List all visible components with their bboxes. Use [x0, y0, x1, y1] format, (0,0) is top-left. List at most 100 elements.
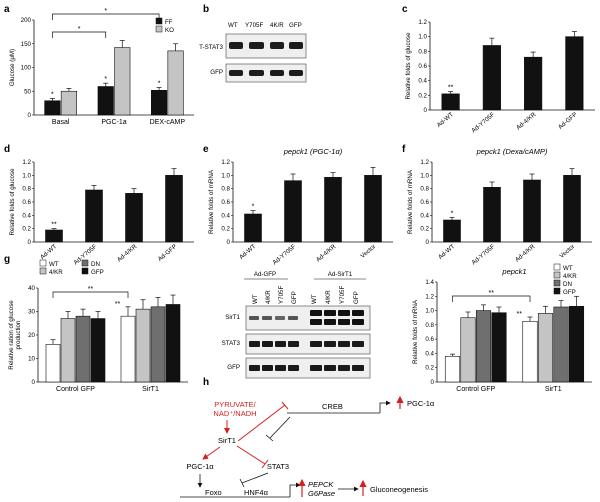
legend-label: WT — [49, 261, 59, 268]
y-tick-label: 40 — [28, 285, 35, 292]
y-tick-label: 1.2 — [221, 159, 230, 166]
x-tick-label: Control GFP — [56, 386, 95, 393]
legend-swatch — [155, 17, 163, 25]
y-tick-label: 0.6 — [221, 199, 230, 206]
significance-star: ** — [489, 290, 495, 297]
y-tick-label: 50 — [24, 88, 31, 95]
y-tick-label: 0.6 — [425, 336, 434, 343]
legend-swatch — [553, 287, 561, 295]
legend-label: 4/KR — [49, 269, 63, 276]
pathway-diagram: PYRUVATE/ NAD⁺/NADH SirT1 PGC-1α STAT3 F… — [180, 395, 435, 498]
blot-band — [289, 70, 303, 76]
gluconeogenesis-node: Gluconeogenesis — [370, 485, 428, 494]
blot-band — [352, 365, 364, 371]
y-tick-label: 1.4 — [425, 279, 434, 286]
blot-band — [249, 316, 259, 320]
bar — [324, 177, 342, 243]
blot-band — [275, 365, 286, 371]
hnf-node: HNF4α — [244, 488, 269, 497]
y-axis-label: Relative folds of glucose — [9, 168, 16, 236]
y-tick-label: 0.4 — [22, 212, 31, 219]
panel-label-g: g — [4, 254, 10, 265]
bar — [443, 219, 461, 243]
y-tick-label: 0.6 — [418, 63, 427, 70]
g6pase-node: G6Pase — [308, 489, 335, 498]
panel-label-c: c — [402, 4, 408, 15]
bar — [90, 318, 106, 383]
blot-g-membrane — [245, 333, 371, 355]
y-tick-label: 30 — [28, 309, 35, 316]
blot-b: WT Y705F 4K/R GFP T-STAT3 GFP — [199, 22, 307, 83]
legend-label: KO — [165, 27, 174, 34]
y-tick-label: 0.2 — [425, 365, 434, 372]
x-tick-label: Ad-WT — [39, 243, 58, 261]
significance-bracket — [452, 295, 531, 302]
y-tick-label: 1.2 — [418, 19, 427, 26]
y-tick-label: 0.4 — [418, 78, 427, 85]
bar — [151, 90, 168, 116]
significance-star: ** — [448, 85, 454, 92]
y-tick-label: 0 — [32, 379, 36, 386]
y-tick-label: 0 — [28, 112, 32, 119]
inhibit-line — [241, 472, 269, 484]
y-tick-label: 1.0 — [221, 172, 230, 179]
blot-g-lane-label: Y705F — [278, 286, 285, 304]
bar — [568, 305, 585, 383]
x-tick-label: Basal — [52, 119, 70, 126]
x-tick-label: Ad-WT — [238, 243, 257, 261]
bar — [537, 313, 554, 383]
blot-b-lane-label: 4K/R — [270, 22, 284, 29]
y-tick-label: 1.0 — [425, 308, 434, 315]
y-tick-label: 1.2 — [425, 293, 434, 300]
blot-band — [229, 70, 243, 76]
y-tick-label: 200 — [21, 17, 32, 24]
bar — [284, 180, 302, 243]
blot-band — [324, 341, 336, 347]
blot-band — [324, 319, 336, 325]
y-tick-label: 0.8 — [425, 322, 434, 329]
y-tick-label: 0.2 — [418, 92, 427, 99]
chart-title: pepck1 (Dexa/cAMP) — [476, 147, 548, 156]
blot-band — [310, 341, 322, 347]
bar — [60, 318, 76, 383]
significance-star: ** — [88, 286, 94, 293]
blot-band — [352, 319, 364, 325]
y-tick-label: 0.2 — [22, 226, 31, 233]
bar — [565, 36, 584, 111]
blot-g-lane-label: 4/KR — [325, 290, 332, 304]
blot-band — [310, 310, 322, 316]
sirt1-node: SirT1 — [218, 436, 236, 445]
inhibit-bar — [281, 401, 289, 410]
panel-label-b: b — [203, 4, 209, 15]
blot-g-row-label: GFP — [227, 364, 240, 371]
bar — [45, 229, 63, 243]
x-tick-label: Ad-4/KR — [116, 243, 139, 264]
blot-g-lane-label: Y705F — [339, 286, 346, 304]
bar — [524, 56, 543, 111]
legend-swatch — [553, 279, 561, 287]
blot-band — [249, 42, 264, 49]
arrow — [202, 446, 221, 460]
blot-g-lane-label: WT — [252, 294, 259, 304]
x-tick-label: Ad-Y705F — [470, 111, 496, 134]
x-tick-label: Control GFP — [456, 386, 495, 393]
x-tick-label: Ad-GFP — [157, 243, 179, 263]
blot-band — [262, 365, 273, 371]
inhibit-line — [237, 404, 286, 442]
x-tick-label: Ad-Y705F — [470, 243, 496, 266]
y-tick-label: 1.0 — [420, 172, 429, 179]
blot-band — [249, 341, 260, 347]
legend-label: 4/KR — [563, 273, 577, 280]
blot-band — [338, 319, 350, 325]
legend-label: WT — [563, 265, 573, 272]
y-tick-label: 1.0 — [418, 34, 427, 41]
legend-swatch — [81, 267, 89, 275]
x-tick-label: SirT1 — [142, 386, 159, 393]
bar — [75, 315, 91, 383]
bar — [167, 50, 184, 116]
x-tick-label: Ad-4/KR — [514, 243, 537, 264]
y-tick-label: 150 — [21, 41, 32, 48]
x-tick-label: Vector — [359, 243, 377, 260]
blot-band — [289, 42, 303, 49]
